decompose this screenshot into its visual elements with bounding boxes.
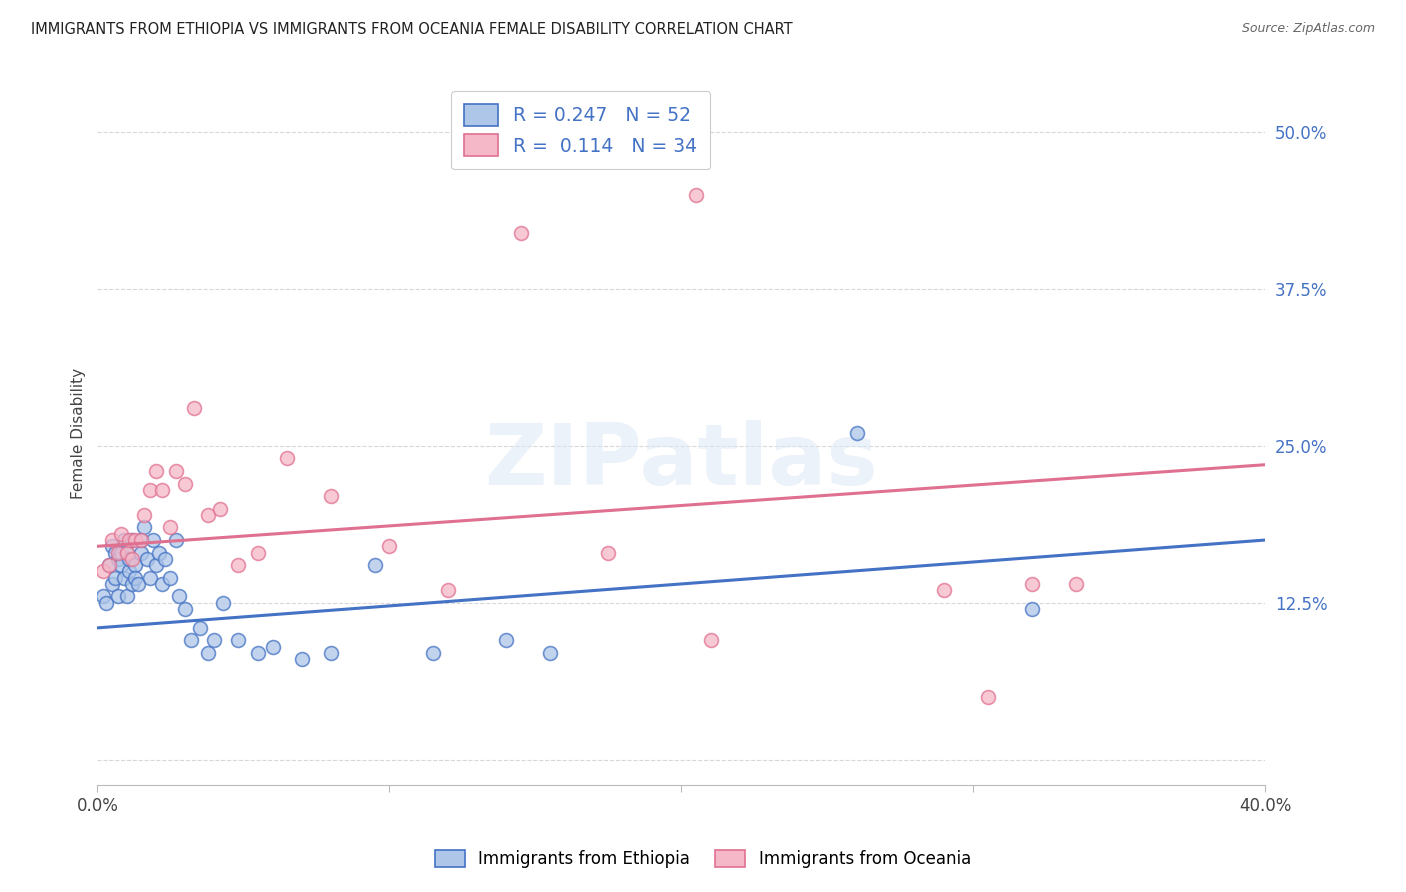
Point	[124, 533, 146, 547]
Point	[699, 633, 721, 648]
Point	[115, 545, 138, 559]
Point	[101, 533, 124, 547]
Point	[226, 633, 249, 648]
Point	[139, 571, 162, 585]
Point	[124, 558, 146, 573]
Point	[94, 596, 117, 610]
Point	[110, 558, 132, 573]
Point	[118, 565, 141, 579]
Point	[174, 602, 197, 616]
Point	[422, 646, 444, 660]
Point	[378, 539, 401, 553]
Point	[174, 476, 197, 491]
Point	[183, 401, 205, 416]
Point	[319, 646, 342, 660]
Y-axis label: Female Disability: Female Disability	[72, 368, 86, 499]
Point	[495, 633, 517, 648]
Point	[142, 533, 165, 547]
Point	[118, 533, 141, 547]
Point	[167, 590, 190, 604]
Point	[153, 551, 176, 566]
Point	[977, 690, 1000, 704]
Point	[1021, 602, 1043, 616]
Point	[364, 558, 387, 573]
Point	[132, 520, 155, 534]
Point	[202, 633, 225, 648]
Point	[136, 551, 159, 566]
Point	[197, 646, 219, 660]
Point	[934, 583, 956, 598]
Point	[436, 583, 458, 598]
Point	[121, 551, 143, 566]
Point	[101, 577, 124, 591]
Point	[107, 545, 129, 559]
Point	[208, 501, 231, 516]
Text: Source: ZipAtlas.com: Source: ZipAtlas.com	[1241, 22, 1375, 36]
Point	[165, 464, 187, 478]
Point	[118, 551, 141, 566]
Point	[685, 187, 707, 202]
Point	[115, 545, 138, 559]
Point	[246, 545, 269, 559]
Point	[150, 483, 173, 497]
Point	[145, 558, 167, 573]
Point	[107, 590, 129, 604]
Point	[110, 526, 132, 541]
Point	[132, 508, 155, 522]
Point	[188, 621, 211, 635]
Legend: Immigrants from Ethiopia, Immigrants from Oceania: Immigrants from Ethiopia, Immigrants fro…	[429, 843, 977, 875]
Point	[121, 577, 143, 591]
Point	[276, 451, 298, 466]
Point	[212, 596, 235, 610]
Point	[150, 577, 173, 591]
Point	[91, 565, 114, 579]
Point	[129, 533, 152, 547]
Point	[180, 633, 202, 648]
Point	[129, 533, 152, 547]
Point	[262, 640, 284, 654]
Point	[291, 652, 314, 666]
Point	[110, 545, 132, 559]
Legend: R = 0.247   N = 52, R =  0.114   N = 34: R = 0.247 N = 52, R = 0.114 N = 34	[451, 91, 710, 169]
Point	[121, 533, 143, 547]
Point	[197, 508, 219, 522]
Point	[127, 577, 149, 591]
Point	[139, 483, 162, 497]
Point	[598, 545, 620, 559]
Point	[145, 464, 167, 478]
Point	[1021, 577, 1043, 591]
Point	[104, 571, 127, 585]
Point	[226, 558, 249, 573]
Point	[148, 545, 170, 559]
Point	[107, 551, 129, 566]
Point	[1064, 577, 1087, 591]
Point	[246, 646, 269, 660]
Point	[538, 646, 561, 660]
Point	[165, 533, 187, 547]
Point	[91, 590, 114, 604]
Point	[101, 539, 124, 553]
Point	[115, 590, 138, 604]
Point	[98, 558, 121, 573]
Point	[159, 520, 181, 534]
Point	[509, 226, 531, 240]
Point	[98, 558, 121, 573]
Point	[319, 489, 342, 503]
Point	[112, 571, 135, 585]
Text: IMMIGRANTS FROM ETHIOPIA VS IMMIGRANTS FROM OCEANIA FEMALE DISABILITY CORRELATIO: IMMIGRANTS FROM ETHIOPIA VS IMMIGRANTS F…	[31, 22, 793, 37]
Point	[129, 545, 152, 559]
Point	[112, 533, 135, 547]
Text: ZIPatlas: ZIPatlas	[485, 420, 879, 503]
Point	[104, 545, 127, 559]
Point	[845, 426, 868, 441]
Point	[124, 571, 146, 585]
Point	[159, 571, 181, 585]
